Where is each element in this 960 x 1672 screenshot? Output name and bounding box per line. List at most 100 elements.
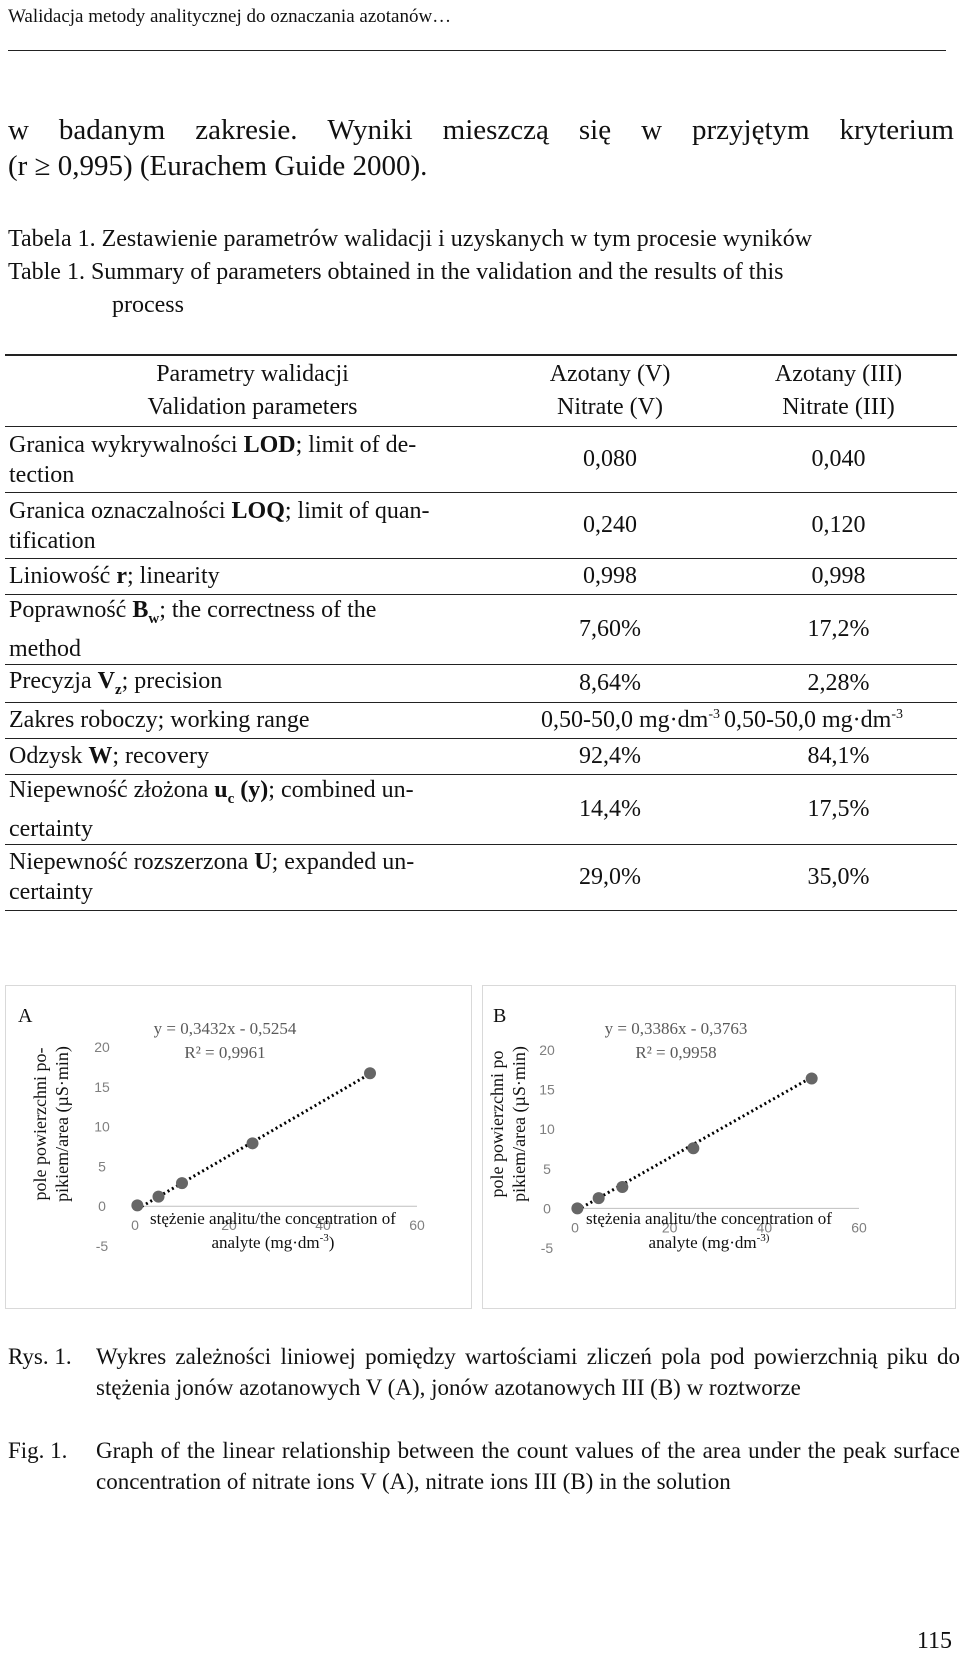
row-value-iii: 17,2% (720, 594, 957, 665)
header-col2: Azotany (III) Nitrate (III) (720, 354, 957, 427)
running-header: Walidacja metody analitycznej do oznacza… (8, 6, 452, 27)
x-axis-label: stężenie analitu/the concentration of (150, 1209, 396, 1228)
row-param-symbol: U (254, 849, 272, 876)
row-param-symbol: V (97, 667, 115, 694)
row-param-symbol: (y) (234, 776, 269, 803)
x-tick-label: 0 (131, 1217, 139, 1233)
row-value-v: 92,4% (500, 738, 720, 775)
row-param-text: certainty (9, 815, 93, 842)
row-value-iii: 0,998 (720, 558, 957, 595)
row-param-text: ; limit of quan- (284, 497, 430, 524)
x-axis-label: stężenia analitu/the concentration of (586, 1209, 832, 1228)
table-caption-en: Table 1. Summary of parameters obtained … (8, 259, 784, 285)
paragraph-word: kryterium (839, 114, 954, 146)
header-param-pl: Parametry walidacji (156, 361, 349, 387)
y-tick-label: 15 (94, 1079, 110, 1095)
header-col1-pl: Azotany (V) (549, 361, 671, 387)
row-value-iii: 17,5% (720, 774, 957, 845)
header-col1: Azotany (V) Nitrate (V) (500, 354, 720, 427)
x-axis-label-line-2: analyte (mg·dm-3) (649, 1232, 770, 1252)
x-tick-label: 0 (571, 1219, 579, 1235)
row-param-text: ; combined un- (268, 776, 414, 803)
paragraph-word: w (641, 114, 663, 146)
figure-label-pl: Rys. 1. (8, 1344, 72, 1369)
data-point (176, 1177, 188, 1190)
paragraph-word: badanym (58, 114, 166, 146)
x-tick-label: 20 (662, 1219, 678, 1235)
x-tick-label: 40 (315, 1217, 331, 1233)
row-value-v: 0,998 (500, 558, 720, 595)
data-point (571, 1202, 584, 1215)
row-param-text: Granica wykrywalności (9, 431, 244, 458)
row-param: Liniowość r; linearity (5, 558, 500, 595)
trendline-equation: y = 0,3386x - 0,3763 (605, 1019, 748, 1038)
row-param-text: ; limit of de- (295, 431, 417, 458)
table-header-row: Parametry walidacji Validation parameter… (5, 354, 957, 427)
header-rule (8, 50, 946, 51)
table-caption-pl: Tabela 1. Zestawienie parametrów walidac… (8, 226, 813, 252)
panel-label: B (493, 1005, 506, 1027)
y-tick-label: -5 (96, 1238, 109, 1254)
row-value-iii: 84,1% (720, 738, 957, 775)
data-point (592, 1192, 605, 1205)
y-tick-label: 10 (539, 1121, 555, 1137)
row-param-text: Niepewność rozszerzona (9, 849, 255, 876)
y-tick-label: 15 (539, 1082, 555, 1098)
figure-text-pl: Wykres zależności liniowej pomiędzy wart… (96, 1344, 960, 1400)
r-squared-label: R² = 0,9961 (184, 1043, 265, 1062)
row-value-iii: 0,50-50,0 mg·dm-3 (720, 702, 957, 739)
data-point (805, 1072, 818, 1085)
row-value-v: 29,0% (500, 844, 720, 911)
body-paragraph: w badanym zakresie. Wyniki mieszczą się … (8, 112, 958, 184)
data-point (246, 1137, 259, 1150)
page-number: 115 (916, 1628, 952, 1654)
x-tick-label: 60 (409, 1217, 425, 1233)
table-row: Precyzja Vz; precision 8,64% 2,28% (5, 664, 957, 703)
row-param-symbol: B (132, 597, 149, 623)
paragraph-word: Wyniki (327, 114, 413, 146)
data-point (687, 1142, 700, 1155)
table-row: Poprawność Bw; the correctness of the met… (5, 594, 957, 665)
row-value-v: 14,4% (500, 774, 720, 845)
row-param-subscript: w (148, 610, 160, 627)
y-tick-label: 5 (543, 1161, 551, 1177)
row-value-v: 0,080 (500, 426, 720, 493)
row-value-v: 8,64% (500, 664, 720, 703)
header-col2-pl: Azotany (III) (774, 361, 903, 387)
y-tick-label: 0 (98, 1198, 106, 1214)
table-row: Granica wykrywalności LOD; limit of de-t… (5, 426, 957, 493)
paragraph-line-2: (r ≥ 0,995) (Eurachem Guide 2000). (8, 150, 428, 182)
header-param-en: Validation parameters (147, 394, 358, 420)
row-param-symbol: u (214, 776, 228, 803)
x-tick-label: 60 (851, 1219, 867, 1235)
figure-caption-pl: Rys. 1. Wykres zależności liniowej pomię… (8, 1341, 960, 1403)
row-param-text: Odzysk (9, 742, 89, 769)
table-row: Liniowość r; linearity 0,998 0,998 (5, 558, 957, 595)
row-param-text: ; precision (121, 667, 223, 694)
row-value-iii: 0,120 (720, 492, 957, 559)
table-caption-en-cont: process (112, 292, 184, 318)
row-param-text: Granica oznaczalności (9, 497, 232, 524)
row-value-iii: 0,040 (720, 426, 957, 493)
row-param-symbol: LOD (243, 431, 296, 458)
row-value-v: 0,240 (500, 492, 720, 559)
row-param-text: ; recovery (112, 742, 209, 769)
range-exponent: -3 (891, 706, 903, 722)
table-row: Zakres roboczy; working range 0,50-50,0 … (5, 702, 957, 739)
y-tick-label: 0 (543, 1200, 551, 1216)
y-axis-label: pole powierzchni po pikiem/area (µS·min) (487, 1046, 530, 1202)
data-point (616, 1181, 629, 1194)
paragraph-line-1: w badanym zakresie. Wyniki mieszczą się … (8, 112, 954, 148)
x-axis-label-line-2: analyte (mg·dm-3) (212, 1232, 335, 1252)
paragraph-word: mieszczą (442, 114, 549, 146)
row-param-symbol: r (116, 563, 127, 589)
y-tick-label: 10 (94, 1119, 110, 1135)
x-tick-label: 20 (221, 1217, 237, 1233)
row-param: Niepewność złożona uc (y); combined un-c… (5, 774, 500, 845)
trendline-equation: y = 0,3432x - 0,5254 (154, 1019, 297, 1038)
row-param-text: Zakres roboczy; working range (9, 706, 310, 733)
range-exponent: -3 (708, 706, 720, 722)
